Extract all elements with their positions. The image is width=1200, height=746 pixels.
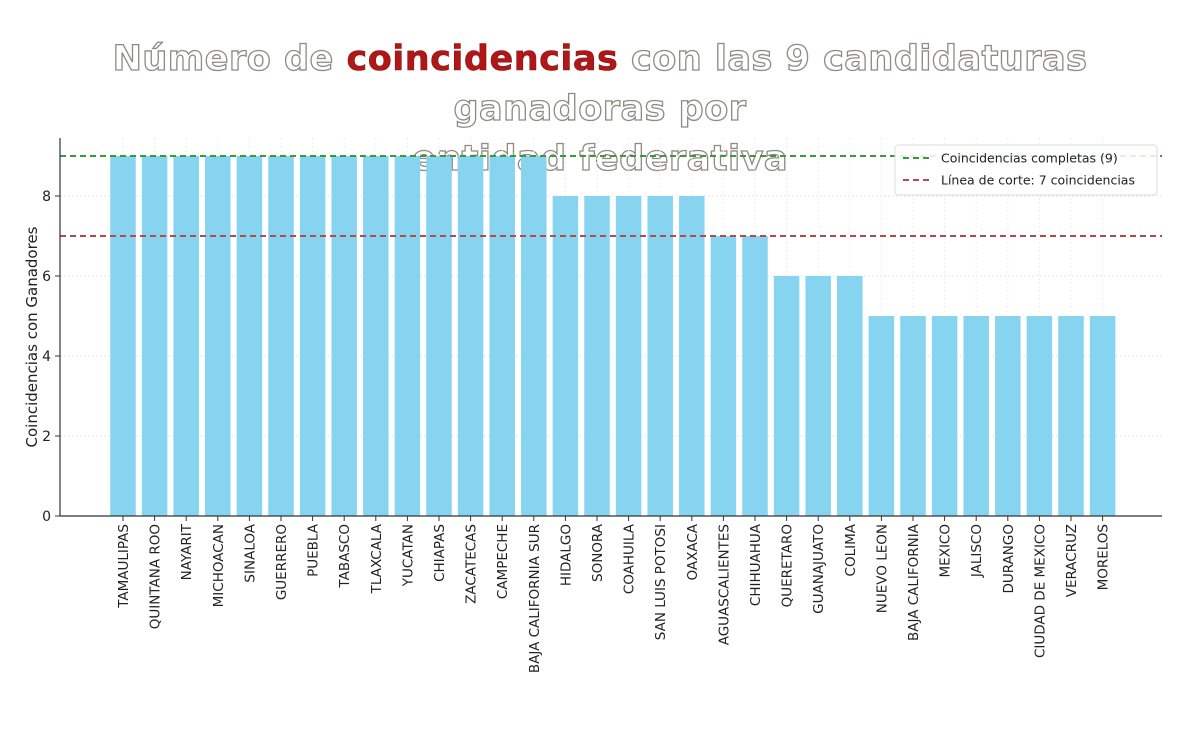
x-tick-label: DURANGO [1001, 524, 1017, 594]
x-tick-label: HIDALGO [558, 524, 574, 586]
x-ticks: TAMAULIPAS QUINTANA ROO NAYARIT MICHOACAN SI… [116, 516, 1112, 673]
bar-nayarit [173, 156, 199, 516]
y-axis-label: Coincidencias con Ganadores [23, 226, 41, 447]
title-part-2: con las 9 candidaturas ganadoras por [453, 38, 1088, 129]
x-tick-label: QUERETARO [780, 524, 796, 607]
x-tick-label: NAYARIT [179, 523, 195, 580]
bars [110, 156, 1116, 516]
x-tick-label: COAHUILA [622, 523, 638, 594]
x-tick-label: AGUASCALIENTES [716, 524, 732, 645]
x-tick-label: TLAXCALA [369, 523, 385, 594]
x-tick-label: SONORA [590, 523, 606, 582]
bar-coahuila [615, 196, 642, 516]
x-tick-label: BAJA CALIFORNIA [906, 523, 922, 641]
x-tick-label: BAJA CALIFORNIA SUR [527, 524, 543, 673]
x-tick-label: MEXICO [938, 524, 954, 577]
bar-tlaxcala [363, 156, 389, 516]
bar-campeche [489, 156, 515, 516]
title-highlight: coincidencias [346, 39, 619, 80]
bar-quintana-roo [141, 156, 168, 516]
x-tick-label: TAMAULIPAS [116, 524, 132, 609]
bar-oaxaca [679, 196, 705, 516]
title-part-1: Número de [112, 38, 347, 79]
bar-colima [837, 276, 863, 516]
x-tick-label: JALISCO [969, 524, 985, 578]
bar-michoacan [205, 156, 231, 516]
y-tick-label: 6 [42, 269, 51, 285]
bar-sinaloa [236, 156, 263, 516]
axes [59, 138, 1162, 517]
legend-label: Coincidencias completas (9) [941, 151, 1118, 166]
bar-chiapas [426, 156, 452, 516]
x-tick-label: QUINTANA ROO [148, 524, 164, 629]
x-tick-label: ZACATECAS [464, 524, 480, 604]
legend: Coincidencias completas (9) Línea de cort… [894, 144, 1158, 196]
bar-guanajuato [805, 276, 831, 516]
bar-guerrero [268, 156, 294, 516]
x-tick-label: PUEBLA [306, 523, 322, 577]
bar-nuevo-leon [868, 316, 895, 516]
bar-mexico [931, 316, 958, 516]
bar-veracruz [1058, 316, 1084, 516]
x-tick-label: GUERRERO [274, 524, 290, 600]
bar-yucatan [394, 156, 421, 516]
x-tick-label: SINALOA [242, 523, 258, 582]
bar-aguascalientes [710, 236, 737, 516]
bar-baja-california [900, 316, 926, 516]
reference-lines [60, 155, 1162, 237]
x-tick-label: MICHOACAN [211, 524, 227, 607]
bar-queretaro [773, 276, 800, 516]
bar-jalisco [963, 316, 989, 516]
x-tick-label: CHIHUAHUA [748, 523, 764, 606]
x-tick-label: CAMPECHE [495, 524, 511, 599]
x-tick-label: OAXACA [685, 523, 701, 580]
legend-label: Línea de corte: 7 coincidencias [941, 173, 1135, 188]
x-tick-label: MORELOS [1096, 524, 1112, 590]
title-line-1: Número de coincidencias con las 9 candid… [0, 34, 1200, 134]
bar-baja-california-sur [521, 156, 547, 516]
bar-durango [995, 316, 1021, 516]
bar-zacatecas [457, 156, 484, 516]
y-tick-label: 4 [42, 349, 51, 365]
y-tick-label: 8 [42, 189, 51, 205]
y-tick-label: 2 [42, 429, 51, 445]
bar-tabasco [331, 156, 357, 516]
x-tick-label: COLIMA [843, 523, 859, 576]
bar-san-luis-potosi [647, 196, 673, 516]
x-tick-label: CHIAPAS [432, 524, 448, 582]
bar-ciudad-de-mexico [1026, 316, 1053, 516]
x-tick-label: SAN LUIS POTOSI [653, 524, 669, 640]
y-ticks: 0 2 4 6 8 [42, 189, 60, 525]
x-tick-label: YUCATAN [400, 524, 416, 587]
x-tick-label: GUANAJUATO [811, 524, 827, 614]
x-tick-label: TABASCO [337, 524, 353, 589]
bar-morelos [1089, 316, 1116, 516]
legend-box [894, 144, 1158, 196]
x-tick-label: CIUDAD DE MEXICO [1032, 524, 1048, 658]
y-tick-label: 0 [42, 509, 51, 525]
bar-hidalgo [552, 196, 579, 516]
x-tick-label: NUEVO LEON [874, 524, 890, 613]
bar-puebla [299, 156, 326, 516]
bar-chihuahua [742, 236, 768, 516]
bar-tamaulipas [110, 156, 136, 516]
bar-sonora [584, 196, 610, 516]
x-tick-label: VERACRUZ [1064, 524, 1080, 597]
